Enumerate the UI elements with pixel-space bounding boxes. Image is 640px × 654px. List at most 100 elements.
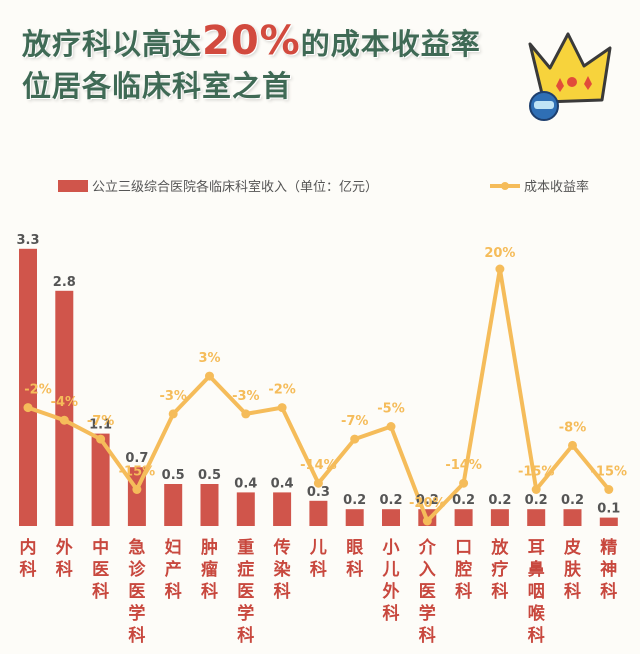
rate-point-10	[386, 422, 396, 431]
category-label-12-1: 腔	[454, 559, 472, 580]
title-line-1: 放疗科以高达20%的成本收益率	[22, 20, 522, 65]
bar-6	[236, 492, 255, 526]
rate-label-10: -5%	[377, 402, 404, 417]
category-label-9-1: 科	[346, 559, 363, 580]
category-label-11-0: 介	[418, 537, 437, 558]
controller-visor	[534, 101, 554, 109]
category-labels-layer: 内科外科中医科急诊医学科妇产科肿瘤科重症医学科传染科儿科眼科小儿外科介入医学科口…	[20, 537, 618, 646]
bar-13	[490, 509, 509, 526]
crown-jewel-3	[584, 76, 592, 90]
rate-point-9	[350, 434, 360, 444]
bar-16	[599, 517, 618, 526]
category-label-13-1: 疗	[491, 559, 508, 580]
line-layer	[23, 264, 614, 526]
category-label-13-2: 科	[491, 581, 508, 602]
rate-label-13: 20%	[484, 246, 515, 261]
bar-10	[382, 509, 400, 526]
rate-point-5	[205, 371, 214, 381]
bar-value-label-13: 0.2	[488, 493, 511, 508]
category-label-6-0: 重	[237, 537, 254, 558]
legend-bar-swatch	[58, 180, 88, 192]
bar-value-label-9: 0.2	[343, 493, 366, 508]
category-label-10-2: 外	[383, 581, 400, 602]
bar-2	[91, 433, 110, 526]
rate-label-4: -3%	[159, 389, 186, 404]
rate-point-1	[59, 415, 69, 425]
bar-12	[454, 509, 473, 526]
bar-8	[309, 500, 328, 526]
rate-point-14	[531, 485, 541, 494]
rate-point-3	[132, 485, 142, 494]
labels-layer: 3.3 2.8 1.1 0.7 0.5 0.5 0.4 0.4 0.3 0.2 0.2 0.2 0.2 0…	[16, 233, 627, 517]
legend: 公立三级综合医院各临床科室收入（单位：亿元） 成本收益率	[58, 179, 589, 195]
rate-label-12: -14%	[445, 458, 482, 473]
rate-point-8	[313, 478, 323, 488]
legend-line-label: 成本收益率	[524, 179, 589, 195]
bar-5	[200, 484, 219, 526]
crown-jewel	[567, 77, 577, 87]
category-label-6-4: 科	[237, 625, 254, 646]
category-label-7-2: 科	[274, 581, 291, 602]
category-label-15-0: 皮	[564, 537, 581, 558]
rate-label-9: -7%	[341, 414, 368, 429]
category-label-11-2: 医	[419, 582, 436, 602]
legend-line-dot	[501, 182, 509, 190]
legend-bar-label: 公立三级综合医院各临床科室收入（单位：亿元）	[92, 179, 378, 195]
category-label-4-0: 妇	[164, 537, 182, 558]
category-label-10-1: 儿	[382, 560, 400, 580]
rate-label-1: -4%	[51, 395, 78, 410]
bar-value-label-14: 0.2	[525, 493, 548, 508]
category-label-5-0: 肿	[201, 537, 218, 558]
category-label-16-1: 神	[600, 559, 617, 580]
category-label-11-3: 学	[419, 603, 436, 624]
category-label-6-2: 医	[237, 582, 254, 602]
bar-15	[563, 509, 582, 526]
bar-value-label-3: 0.7	[125, 451, 148, 466]
category-label-2-1: 医	[92, 560, 109, 580]
rate-label-6: -3%	[232, 389, 259, 404]
category-label-8-1: 科	[310, 559, 327, 580]
category-label-7-1: 染	[274, 559, 291, 580]
category-label-8-0: 儿	[309, 538, 327, 558]
rate-point-15	[568, 440, 577, 450]
rate-point-16	[604, 485, 614, 494]
category-label-3-3: 学	[128, 603, 145, 624]
category-label-4-2: 科	[165, 581, 182, 602]
rate-point-12	[459, 478, 469, 488]
bar-value-label-16: 0.1	[597, 502, 620, 517]
rate-point-4	[168, 409, 178, 419]
title-highlight: 20%	[202, 18, 301, 64]
bar-0	[19, 248, 37, 527]
category-label-1-0: 外	[56, 537, 73, 558]
rate-label-5: 3%	[198, 351, 220, 366]
rate-label-11: -20%	[409, 496, 446, 511]
bar-value-label-5: 0.5	[198, 468, 221, 483]
bar-value-label-8: 0.3	[307, 485, 330, 500]
bar-4	[164, 484, 183, 526]
bar-value-label-7: 0.4	[271, 476, 294, 491]
category-label-7-0: 传	[273, 537, 291, 558]
category-label-3-1: 诊	[128, 559, 146, 580]
bars-layer	[19, 248, 618, 527]
crown-game-controller-icon	[528, 32, 612, 121]
title-line-2: 位居各临床科室之首	[22, 69, 293, 103]
rate-label-3: -15%	[119, 465, 156, 480]
category-label-2-2: 科	[92, 581, 109, 602]
category-label-14-2: 咽	[528, 582, 545, 602]
category-label-15-1: 肤	[564, 559, 582, 580]
bar-value-label-11: 0.2	[416, 493, 439, 508]
bar-value-label-2: 1.1	[89, 418, 112, 433]
category-label-9-0: 眼	[346, 538, 363, 558]
rate-label-16: -15%	[591, 465, 628, 480]
rate-label-7: -2%	[268, 383, 295, 398]
bar-value-label-12: 0.2	[452, 493, 475, 508]
category-label-14-1: 鼻	[528, 559, 545, 580]
rate-label-15: -8%	[559, 420, 586, 435]
crown-jewel-2	[556, 78, 564, 92]
category-label-1-1: 科	[56, 559, 73, 580]
category-label-5-2: 科	[201, 581, 218, 602]
category-label-13-0: 放	[490, 537, 509, 558]
rate-point-0	[23, 403, 33, 413]
category-label-11-1: 入	[419, 560, 436, 580]
